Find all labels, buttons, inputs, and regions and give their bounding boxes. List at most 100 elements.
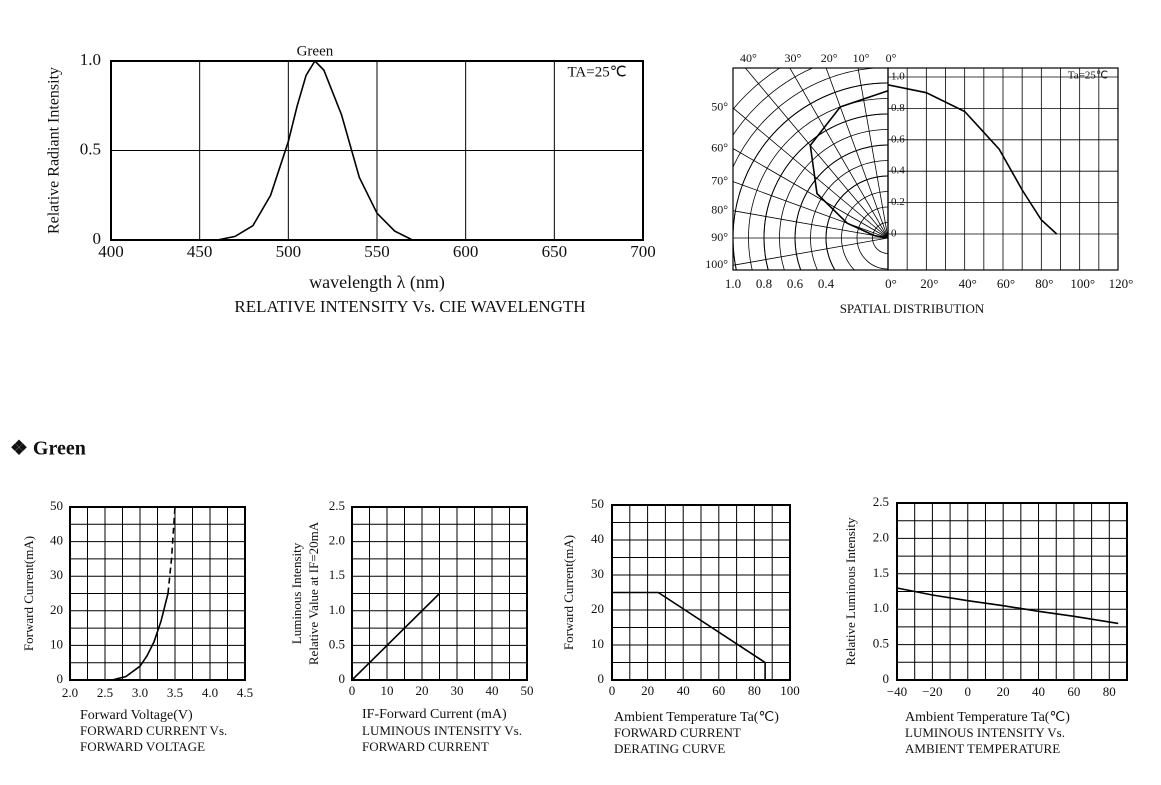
angle-tick-label: 90° bbox=[711, 230, 728, 244]
y-tick-label: 50 bbox=[50, 498, 63, 513]
angle-tick-label: 20° bbox=[821, 51, 838, 65]
angle-tick-label: 70° bbox=[711, 173, 728, 187]
x-tick-label: 2.5 bbox=[97, 685, 113, 700]
x-tick-label: 100° bbox=[1070, 276, 1095, 291]
y-tick-label: 0.4 bbox=[891, 165, 905, 177]
y-tick-label: 20 bbox=[50, 602, 63, 617]
plot-frame bbox=[69, 506, 246, 681]
chart-title: AMBIENT TEMPERATURE bbox=[905, 741, 1060, 756]
angle-tick-label: 10° bbox=[853, 51, 870, 65]
plot-frame bbox=[896, 502, 1128, 681]
y-tick-label: 10 bbox=[50, 636, 63, 651]
r-tick-label: 0.4 bbox=[818, 276, 835, 291]
r-tick-label: 0.8 bbox=[756, 276, 772, 291]
x-tick-label: 4.5 bbox=[237, 685, 253, 700]
annotation: Ta=25℃ bbox=[1068, 70, 1108, 82]
r-tick-label: 0.6 bbox=[787, 276, 804, 291]
chart-title: SPATIAL DISTRIBUTION bbox=[840, 301, 985, 316]
y-tick-label: 1.5 bbox=[873, 565, 889, 580]
y-tick-label: 0.6 bbox=[891, 133, 905, 145]
x-tick-label: 650 bbox=[542, 242, 568, 261]
angle-tick-label: 0° bbox=[886, 51, 897, 65]
grid-ray bbox=[733, 148, 888, 239]
grid-ray bbox=[857, 68, 888, 239]
angle-tick-label: 60° bbox=[711, 140, 728, 154]
polar-curve bbox=[809, 90, 888, 239]
y-tick-label: 1.0 bbox=[873, 600, 889, 615]
y-tick-label: 1.0 bbox=[329, 602, 345, 617]
y-axis-label: Relative Value at IF=20mA bbox=[306, 521, 321, 665]
x-tick-label: 80 bbox=[748, 683, 761, 698]
plot-frame bbox=[110, 60, 644, 241]
x-tick-label: 400 bbox=[98, 242, 124, 261]
y-tick-label: 0.5 bbox=[80, 139, 101, 158]
x-tick-label: 0 bbox=[965, 684, 972, 699]
y-tick-label: 2.0 bbox=[873, 529, 889, 544]
y-tick-label: 0.5 bbox=[329, 636, 345, 651]
x-axis-label: Ambient Temperature Ta(℃) bbox=[614, 710, 779, 725]
y-tick-label: 0 bbox=[598, 671, 605, 686]
chart-title: FORWARD CURRENT bbox=[614, 725, 741, 740]
section-title: ❖ Green bbox=[10, 438, 86, 460]
x-tick-label: 4.0 bbox=[202, 685, 218, 700]
series-line bbox=[896, 587, 1119, 625]
x-tick-label: −40 bbox=[887, 684, 907, 699]
y-tick-label: 40 bbox=[591, 531, 604, 546]
x-tick-label: 2.0 bbox=[62, 685, 78, 700]
chart-title: LUMINOUS INTENSITY Vs. bbox=[362, 723, 522, 738]
angle-tick-label: 50° bbox=[711, 100, 728, 114]
y-tick-label: 0 bbox=[93, 229, 102, 248]
y-tick-label: 0 bbox=[883, 671, 890, 686]
x-tick-label: 30 bbox=[451, 683, 464, 698]
y-axis-label: Forward Current(mA) bbox=[21, 536, 36, 651]
x-tick-label: 20 bbox=[997, 684, 1010, 699]
x-tick-label: 0 bbox=[349, 683, 356, 698]
plot-frame bbox=[351, 506, 528, 681]
y-tick-label: 40 bbox=[50, 533, 63, 548]
x-tick-label: 60 bbox=[712, 683, 725, 698]
chart-title: RELATIVE INTENSITY Vs. CIE WAVELENGTH bbox=[234, 297, 585, 316]
y-axis-label: Relative Luminous Intensity bbox=[843, 517, 858, 666]
series-line bbox=[111, 593, 169, 681]
y-tick-label: 10 bbox=[591, 636, 604, 651]
y-tick-label: 0.2 bbox=[891, 196, 905, 208]
chart-title: LUMINOUS INTENSITY Vs. bbox=[905, 725, 1065, 740]
y-tick-label: 30 bbox=[591, 566, 604, 581]
grid-ray bbox=[733, 210, 888, 239]
x-tick-label: 500 bbox=[276, 242, 302, 261]
y-tick-label: 30 bbox=[50, 567, 63, 582]
x-tick-label: 80 bbox=[1103, 684, 1116, 699]
y-axis-label: Luminous Intensity bbox=[289, 542, 304, 644]
x-tick-label: 40 bbox=[677, 683, 690, 698]
x-axis-label: Forward Voltage(V) bbox=[80, 708, 193, 723]
y-tick-label: 2.5 bbox=[873, 494, 889, 509]
x-tick-label: 10 bbox=[381, 683, 394, 698]
angle-tick-label: 40° bbox=[740, 51, 757, 65]
grid-ray bbox=[744, 68, 888, 239]
y-tick-label: 2.0 bbox=[329, 533, 345, 548]
x-tick-label: 700 bbox=[630, 242, 656, 261]
y-tick-label: 2.5 bbox=[329, 498, 345, 513]
r-tick-label: 1.0 bbox=[725, 276, 741, 291]
angle-tick-label: 30° bbox=[784, 51, 801, 65]
x-tick-label: 20° bbox=[920, 276, 938, 291]
angle-tick-label: 100° bbox=[705, 257, 728, 271]
x-tick-label: 3.5 bbox=[167, 685, 183, 700]
y-tick-label: 0 bbox=[891, 228, 897, 240]
series-line bbox=[351, 592, 441, 681]
chart-title: FORWARD CURRENT Vs. bbox=[80, 723, 227, 738]
series-line bbox=[612, 591, 766, 680]
x-tick-label: 120° bbox=[1109, 276, 1134, 291]
x-tick-label: 550 bbox=[364, 242, 390, 261]
x-tick-label: 40 bbox=[1032, 684, 1045, 699]
grid-ray bbox=[733, 181, 888, 239]
grid-ray bbox=[733, 237, 888, 266]
angle-tick-label: 80° bbox=[711, 202, 728, 216]
chart-title: FORWARD VOLTAGE bbox=[80, 739, 205, 754]
chart-title: DERATING CURVE bbox=[614, 741, 725, 756]
y-tick-label: 1.0 bbox=[80, 50, 101, 69]
polar-plot bbox=[733, 68, 888, 270]
x-tick-label: 80° bbox=[1035, 276, 1053, 291]
y-tick-label: 0.5 bbox=[873, 636, 889, 651]
